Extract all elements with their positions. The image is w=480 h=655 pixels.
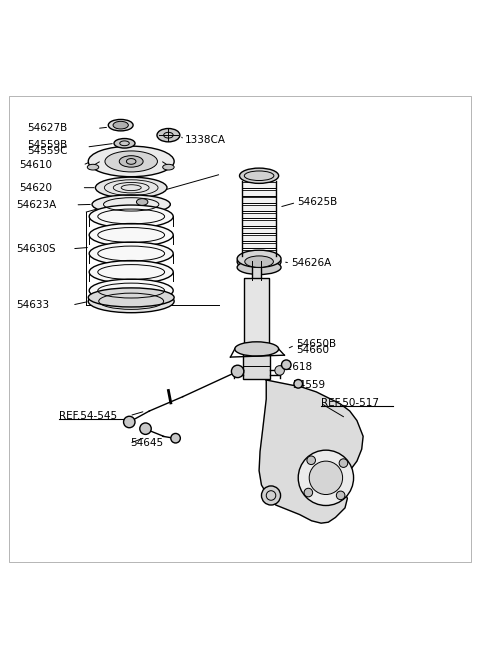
Ellipse shape — [119, 156, 143, 167]
Text: 54633: 54633 — [16, 300, 49, 310]
Ellipse shape — [89, 279, 173, 302]
Bar — [242, 190, 276, 196]
Circle shape — [281, 360, 291, 369]
Circle shape — [309, 461, 343, 495]
Ellipse shape — [87, 164, 99, 170]
Ellipse shape — [237, 250, 281, 267]
Text: 54650B: 54650B — [296, 339, 336, 349]
Circle shape — [336, 491, 345, 500]
Ellipse shape — [96, 177, 167, 198]
Ellipse shape — [88, 290, 174, 312]
Ellipse shape — [237, 253, 281, 271]
Text: 54660: 54660 — [296, 345, 329, 356]
Circle shape — [123, 417, 135, 428]
Ellipse shape — [235, 342, 279, 356]
Text: 54559: 54559 — [292, 380, 325, 390]
Ellipse shape — [88, 146, 174, 177]
Circle shape — [262, 486, 281, 505]
Bar — [242, 243, 276, 248]
Bar — [242, 220, 276, 226]
Circle shape — [294, 379, 302, 388]
Text: 54559B: 54559B — [28, 140, 68, 150]
Circle shape — [307, 456, 315, 464]
Polygon shape — [259, 380, 363, 523]
Text: 54645: 54645 — [130, 438, 163, 449]
Circle shape — [140, 423, 151, 434]
Circle shape — [339, 458, 348, 468]
Text: REF.50-517: REF.50-517 — [321, 398, 379, 408]
Circle shape — [304, 488, 312, 497]
Bar — [243, 348, 270, 379]
Ellipse shape — [89, 223, 173, 246]
Ellipse shape — [163, 164, 174, 170]
Text: 54620: 54620 — [20, 183, 52, 193]
Bar — [242, 197, 276, 203]
Ellipse shape — [113, 121, 128, 129]
Ellipse shape — [136, 198, 148, 205]
Text: 54630S: 54630S — [16, 244, 55, 253]
Ellipse shape — [114, 138, 135, 148]
Ellipse shape — [105, 151, 157, 172]
Text: 54625B: 54625B — [297, 197, 337, 208]
Bar — [242, 205, 276, 211]
Text: 54610: 54610 — [20, 160, 52, 170]
Ellipse shape — [157, 128, 180, 142]
Ellipse shape — [88, 288, 174, 307]
Ellipse shape — [108, 119, 133, 131]
Text: 62618: 62618 — [279, 362, 312, 371]
Ellipse shape — [237, 260, 281, 274]
Bar — [242, 228, 276, 233]
Ellipse shape — [89, 242, 173, 265]
Text: 1338CA: 1338CA — [185, 135, 226, 145]
Bar — [244, 278, 269, 349]
Bar — [242, 250, 276, 256]
Circle shape — [231, 365, 244, 378]
Text: 54627B: 54627B — [28, 124, 68, 134]
Ellipse shape — [245, 256, 274, 267]
Bar — [242, 213, 276, 218]
Ellipse shape — [89, 261, 173, 284]
Text: 54559C: 54559C — [28, 146, 68, 156]
Bar — [242, 182, 276, 188]
Circle shape — [275, 365, 284, 375]
Bar — [252, 261, 262, 280]
Circle shape — [171, 434, 180, 443]
Circle shape — [298, 450, 354, 506]
Text: 54626A: 54626A — [291, 258, 331, 268]
Text: 54623A: 54623A — [16, 200, 56, 210]
Ellipse shape — [240, 168, 279, 183]
Bar — [242, 235, 276, 241]
Text: REF.54-545: REF.54-545 — [59, 411, 117, 421]
Ellipse shape — [92, 195, 170, 214]
Ellipse shape — [89, 205, 173, 228]
